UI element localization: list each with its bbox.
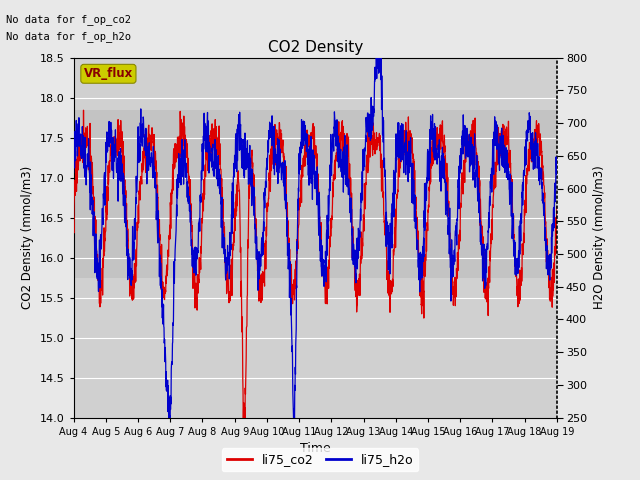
Text: No data for f_op_h2o: No data for f_op_h2o <box>6 31 131 42</box>
Y-axis label: H2O Density (mmol/m3): H2O Density (mmol/m3) <box>593 166 605 310</box>
Line: li75_co2: li75_co2 <box>74 110 557 439</box>
Text: VR_flux: VR_flux <box>84 67 133 80</box>
X-axis label: Time: Time <box>300 442 331 455</box>
li75_co2 <box>95 275 102 280</box>
li75_co2 <box>240 436 248 442</box>
Y-axis label: CO2 Density (mmol/m3): CO2 Density (mmol/m3) <box>21 166 35 309</box>
li75_h2o <box>165 427 173 433</box>
li75_co2 <box>70 214 77 220</box>
li75_co2 <box>451 280 458 286</box>
Legend: li75_co2, li75_h2o: li75_co2, li75_h2o <box>221 448 419 471</box>
Bar <box>74 109 557 277</box>
Text: No data for f_op_co2: No data for f_op_co2 <box>6 14 131 25</box>
li75_h2o <box>451 252 458 258</box>
Line: li75_h2o: li75_h2o <box>74 26 557 430</box>
li75_co2 <box>305 137 313 143</box>
li75_co2 <box>292 272 300 278</box>
li75_h2o <box>292 334 300 340</box>
li75_h2o <box>540 197 547 203</box>
li75_h2o <box>539 190 547 196</box>
li75_co2 <box>79 108 87 113</box>
li75_h2o <box>553 157 561 163</box>
li75_co2 <box>539 168 547 174</box>
li75_h2o <box>305 166 312 172</box>
li75_h2o <box>375 23 383 29</box>
Title: CO2 Density: CO2 Density <box>268 40 363 55</box>
li75_co2 <box>540 169 547 175</box>
li75_h2o <box>95 278 102 284</box>
li75_co2 <box>553 204 561 210</box>
li75_h2o <box>70 170 77 176</box>
